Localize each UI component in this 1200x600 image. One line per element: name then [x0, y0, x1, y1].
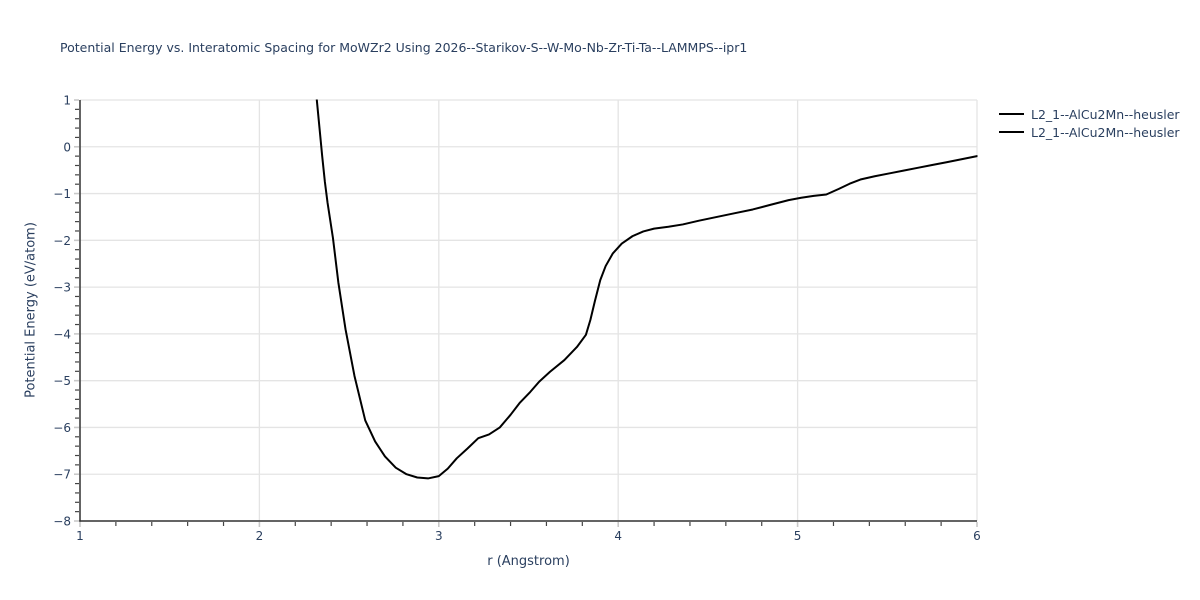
- y-tick-label: −3: [53, 281, 71, 295]
- tick-labels: 1 2 3 4 5 6 1 0 −1 −2 −3 −4 −5 −6 −7 −8: [53, 94, 981, 544]
- y-tick-label: −7: [53, 468, 71, 482]
- x-tick-label: 4: [614, 529, 622, 543]
- y-axis-label: Potential Energy (eV/atom): [23, 222, 39, 398]
- y-tick-label: −5: [53, 374, 71, 388]
- y-tick-label: −8: [53, 515, 71, 529]
- gridlines: [79, 99, 978, 522]
- y-tick-label: −2: [53, 234, 71, 248]
- x-tick-label: 2: [256, 529, 264, 543]
- legend-line-swatch: [999, 112, 1024, 116]
- x-tick-label: 5: [794, 529, 802, 543]
- legend-line-swatch: [999, 130, 1024, 134]
- y-tick-label: 1: [63, 94, 71, 108]
- x-tick-label: 6: [973, 529, 981, 543]
- x-axis-label: r (Angstrom): [487, 554, 570, 569]
- chart-title: Potential Energy vs. Interatomic Spacing…: [60, 40, 748, 55]
- y-tick-label: −6: [53, 421, 71, 435]
- legend-item[interactable]: L2_1--AlCu2Mn--heusler: [999, 123, 1180, 141]
- x-tick-label: 3: [435, 529, 443, 543]
- y-tick-label: −4: [53, 327, 71, 341]
- legend-label: L2_1--AlCu2Mn--heusler: [1031, 106, 1180, 122]
- y-tick-label: −1: [53, 187, 71, 201]
- legend-label: L2_1--AlCu2Mn--heusler: [1031, 124, 1180, 140]
- potential-energy-curve: [315, 99, 978, 480]
- minor-ticks: [75, 108, 942, 526]
- x-tick-label: 1: [76, 529, 84, 543]
- major-ticks: [74, 99, 978, 527]
- series-line: [315, 99, 978, 480]
- y-tick-label: 0: [63, 140, 71, 154]
- legend: L2_1--AlCu2Mn--heusler L2_1--AlCu2Mn--he…: [999, 105, 1180, 141]
- axis-spines: [79, 100, 977, 522]
- legend-item[interactable]: L2_1--AlCu2Mn--heusler: [999, 105, 1180, 123]
